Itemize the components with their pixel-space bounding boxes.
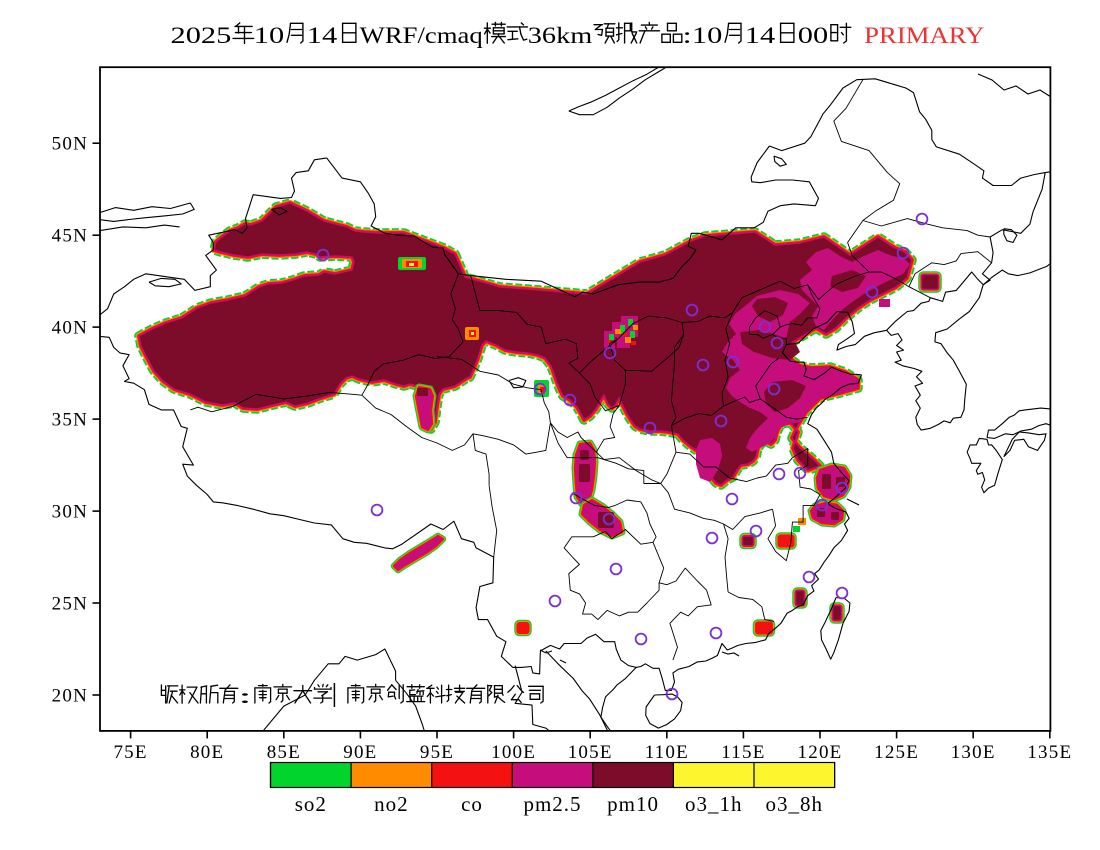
svg-text:25N: 25N: [52, 594, 88, 615]
svg-text:no2: no2: [374, 792, 409, 816]
svg-text::: :: [682, 23, 692, 49]
svg-text:pm10: pm10: [607, 792, 659, 816]
svg-text:co: co: [461, 792, 483, 816]
svg-text:95E: 95E: [420, 742, 454, 763]
svg-text:14: 14: [307, 23, 338, 49]
svg-text:120E: 120E: [798, 742, 843, 763]
svg-text:110E: 110E: [645, 742, 689, 763]
svg-text:100E: 100E: [491, 742, 536, 763]
svg-text:14: 14: [745, 23, 776, 49]
svg-text:130E: 130E: [951, 742, 996, 763]
svg-text:135E: 135E: [1027, 742, 1072, 763]
svg-text:2025: 2025: [171, 23, 232, 49]
svg-text:115E: 115E: [721, 742, 765, 763]
svg-text:75E: 75E: [113, 742, 147, 763]
svg-text:80E: 80E: [190, 742, 224, 763]
svg-text:45N: 45N: [52, 226, 88, 247]
svg-text::: :: [238, 684, 252, 708]
svg-text:36km: 36km: [528, 23, 592, 49]
svg-text:10: 10: [254, 23, 284, 49]
svg-text:pm2.5: pm2.5: [523, 792, 581, 816]
svg-text:30N: 30N: [52, 502, 88, 523]
svg-text:50N: 50N: [52, 134, 88, 155]
svg-text:125E: 125E: [874, 742, 919, 763]
svg-text:o3_8h: o3_8h: [766, 792, 824, 816]
svg-text:40N: 40N: [52, 318, 88, 339]
svg-text:85E: 85E: [267, 742, 301, 763]
svg-text:20N: 20N: [52, 686, 88, 707]
svg-text:105E: 105E: [568, 742, 613, 763]
svg-text:so2: so2: [295, 792, 327, 816]
svg-text:WRF/cmaq: WRF/cmaq: [360, 23, 483, 49]
svg-text:o3_1h: o3_1h: [685, 792, 743, 816]
svg-text:00: 00: [798, 23, 828, 49]
svg-text:PRIMARY: PRIMARY: [864, 23, 984, 49]
svg-text:90E: 90E: [343, 742, 377, 763]
svg-text:10: 10: [692, 23, 722, 49]
svg-text:35N: 35N: [52, 410, 88, 431]
